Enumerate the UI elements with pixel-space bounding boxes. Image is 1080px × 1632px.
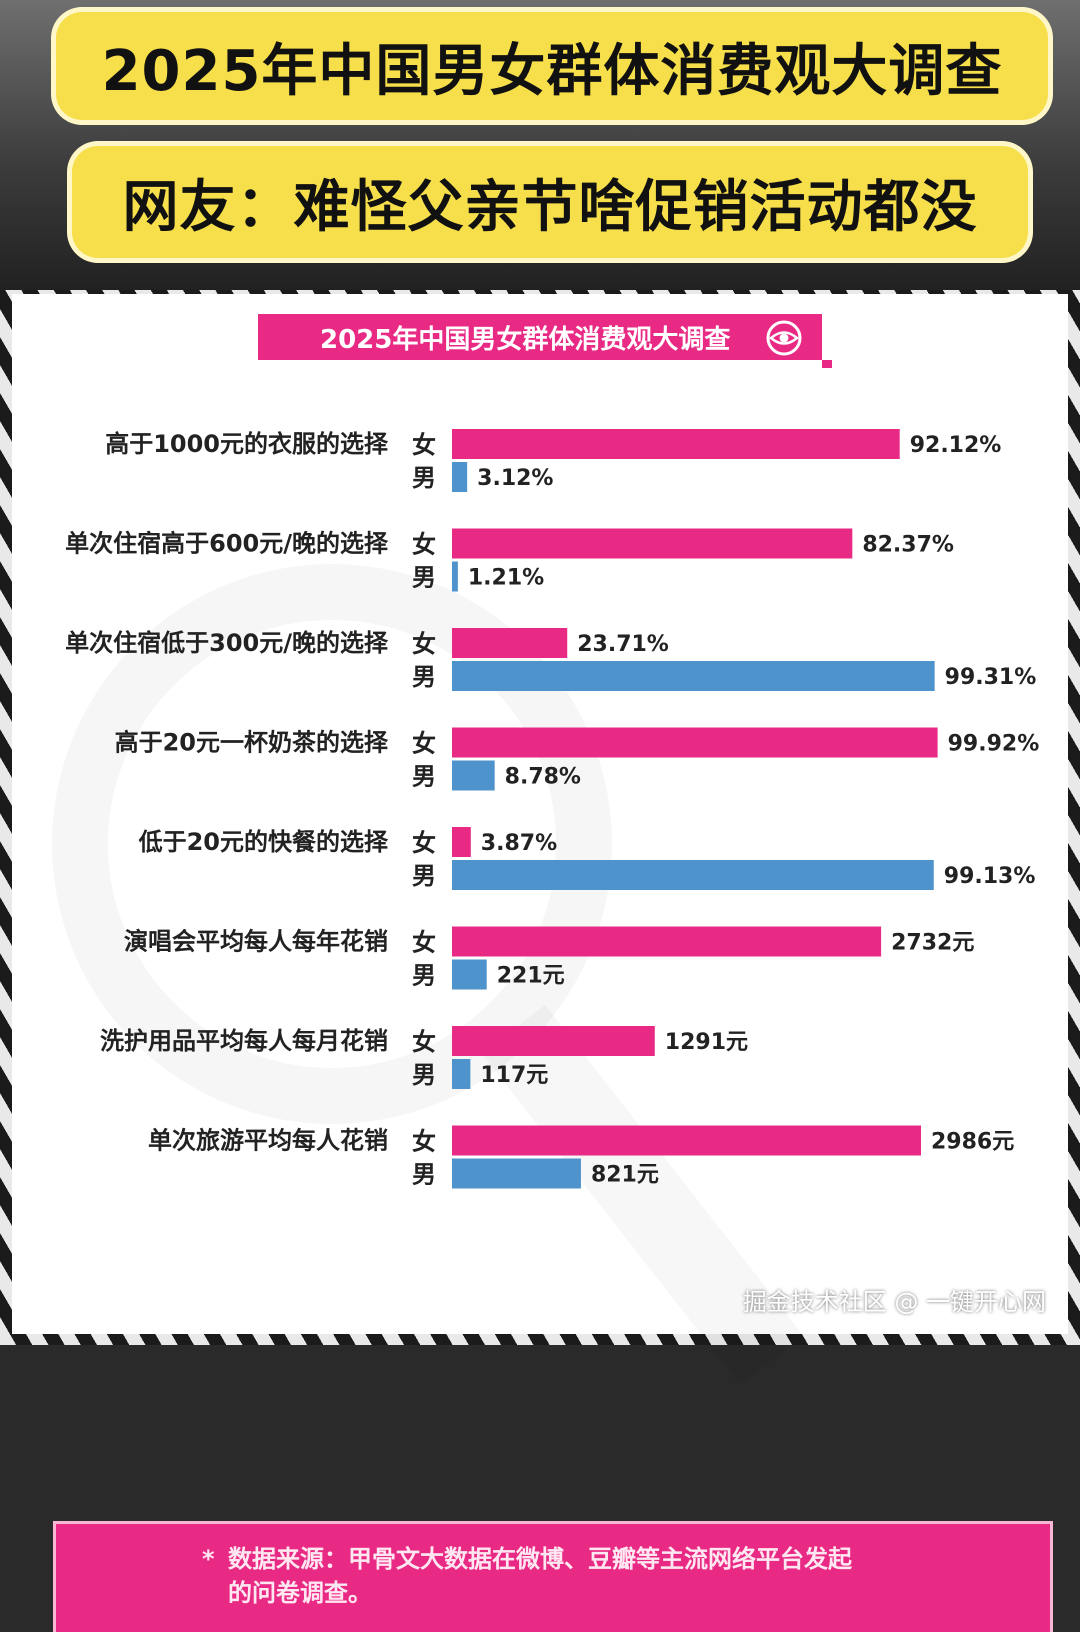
series-label: 女 [412,929,436,957]
series-label: 女 [412,829,436,857]
chart-card: 2025年中国男女群体消费观大调查 高于1000元的衣服的选择女 92.12% 男 3… [12,294,1068,1632]
value-label: 117元 [480,1063,548,1088]
bar-male [452,760,495,791]
chart-title: 2025年中国男女群体消费观大调查 [320,324,731,355]
bar-female [452,429,900,459]
source-footer: * 数据来源：甲骨文大数据在微博、豆瓣等主流网络平台发起的问卷调查。 [56,1524,1050,1632]
series-label: 男 [412,663,436,691]
series-label: 男 [412,1161,436,1189]
banner-corner [822,360,832,368]
series-label: 女 [412,531,436,559]
series-label: 男 [412,862,436,890]
value-label: 1291元 [665,1030,748,1055]
bar-chart: 高于1000元的衣服的选择女 92.12%男 3.12%单次住宿高于600元/晚的选… [65,429,1040,1189]
series-label: 女 [412,730,436,758]
value-label: 92.12% [910,433,1002,458]
value-label: 821元 [591,1163,659,1188]
series-label: 男 [412,763,436,791]
value-label: 99.13% [944,864,1036,889]
bar-female [452,727,938,758]
source-note-text: 数据来源：甲骨文大数据在微博、豆瓣等主流网络平台发起的问卷调查。 [228,1545,852,1607]
category-label: 高于20元一杯奶茶的选择 [115,729,389,757]
bar-female [452,827,471,857]
series-label: 男 [412,962,436,990]
value-label: 1.21% [468,566,544,591]
value-label: 3.12% [477,466,553,491]
value-label: 3.87% [481,831,557,856]
series-label: 女 [412,1128,436,1156]
bar-female [452,528,853,559]
value-label: 221元 [497,964,565,989]
value-label: 99.92% [948,732,1040,757]
series-label: 女 [412,1028,436,1056]
category-label: 单次住宿低于300元/晚的选择 [65,629,389,657]
bar-male [452,959,487,990]
headline-subtitle: 网友：难怪父亲节啥促销活动都没 [72,146,1028,258]
bar-female [452,1125,921,1156]
series-label: 女 [412,431,436,459]
source-note: * 数据来源：甲骨文大数据在微博、豆瓣等主流网络平台发起的问卷调查。 [202,1542,868,1610]
bar-male [452,1059,471,1089]
series-label: 男 [412,564,436,592]
series-label: 女 [412,630,436,658]
bar-female [452,926,882,957]
value-label: 2986元 [931,1130,1014,1155]
series-label: 男 [412,464,436,492]
category-label: 洗护用品平均每人每月花销 [100,1027,388,1055]
watermark-text: 掘金技术社区 @ 一键开心网 [742,1288,1046,1316]
bar-female [452,1026,655,1056]
series-label: 男 [412,1061,436,1089]
value-label: 99.31% [945,665,1037,690]
bar-male [452,1158,581,1189]
category-label: 高于1000元的衣服的选择 [105,430,389,458]
category-label: 演唱会平均每人每年花销 [124,928,388,956]
bar-male [452,561,458,592]
footnote-star: * [202,1545,215,1573]
value-label: 82.37% [862,533,954,558]
bar-female [452,628,568,658]
category-label: 单次旅游平均每人花销 [148,1127,388,1155]
headline-title: 2025年中国男女群体消费观大调查 [56,12,1048,120]
category-label: 低于20元的快餐的选择 [138,828,389,856]
bar-male [452,462,468,492]
eye-icon [766,320,802,356]
bar-male [452,860,934,890]
bar-male [452,661,935,691]
chart-title-banner: 2025年中国男女群体消费观大调查 [258,314,832,368]
value-label: 8.78% [505,765,581,790]
value-label: 2732元 [891,931,974,956]
category-label: 单次住宿高于600元/晚的选择 [65,530,389,558]
value-label: 23.71% [577,632,669,657]
